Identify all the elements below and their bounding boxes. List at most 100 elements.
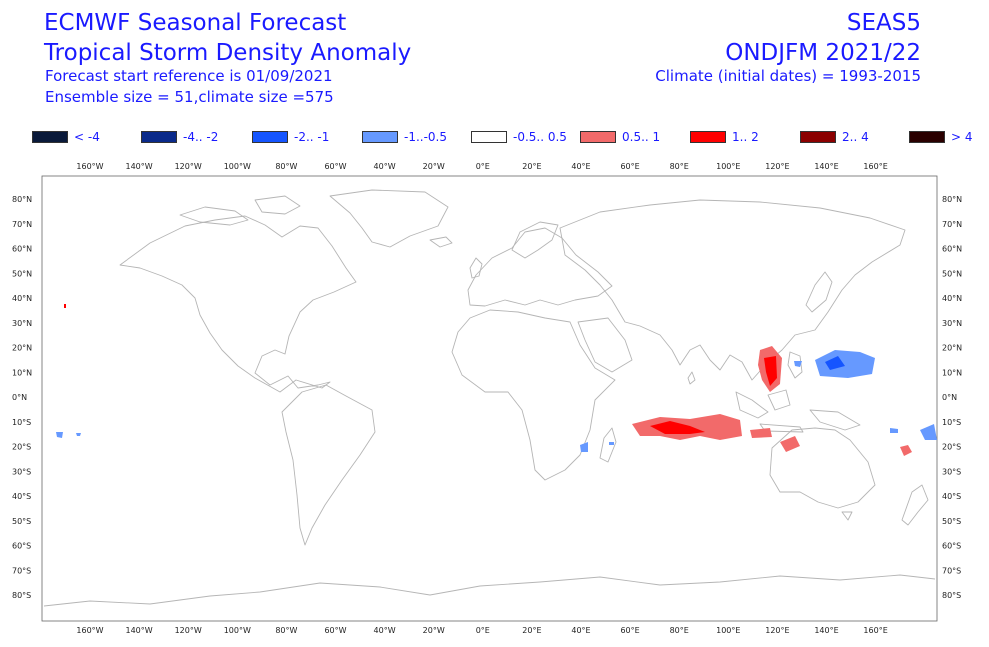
latitude-tick-label: 0°N: [12, 393, 27, 402]
longitude-tick-label: 120°W: [175, 162, 202, 171]
legend-item: -2.. -1: [252, 129, 329, 145]
longitude-tick-label: 120°E: [765, 162, 789, 171]
longitude-tick-label: 100°W: [224, 162, 251, 171]
anomaly-strong-south-china-sea: [764, 356, 777, 386]
latitude-tick-label: 30°N: [942, 319, 962, 328]
legend-item: > 4: [909, 129, 973, 145]
longitude-tick-label: 60°E: [620, 626, 639, 635]
latitude-tick-label: 40°N: [12, 294, 32, 303]
antarctica-coastline: [43, 574, 936, 607]
anomaly-strong-indian-ocean: [650, 421, 705, 434]
legend-label: -2.. -1: [294, 130, 330, 144]
greenland-coastline: [329, 189, 449, 248]
legend-label: -0.5.. 0.5: [513, 130, 567, 144]
color-legend: < -4 -4.. -2 -2.. -1 -1..-0.5 -0.5.. 0.5…: [0, 129, 989, 147]
longitude-tick-label: 60°W: [324, 162, 346, 171]
legend-item: -0.5.. 0.5: [471, 129, 567, 145]
latitude-tick-label: 20°S: [12, 443, 31, 452]
anomaly-negative-west-pacific: [815, 350, 875, 378]
legend-swatch: [32, 131, 68, 143]
longitude-tick-label: 20°W: [423, 626, 445, 635]
longitude-tick-label: 80°W: [275, 162, 297, 171]
latitude-tick-label: 20°N: [12, 344, 32, 353]
longitude-tick-label: 40°W: [374, 626, 396, 635]
latitude-tick-label: 10°S: [942, 418, 961, 427]
anomaly-negative-madagascar: [609, 442, 614, 445]
arctic-islands: [179, 206, 249, 226]
anomaly-positive-vanuatu: [900, 445, 912, 456]
scandinavia-coastline: [511, 221, 559, 259]
longitude-tick-label: 40°E: [571, 162, 590, 171]
longitude-tick-label: 160°W: [76, 626, 103, 635]
anomaly-negative-south-pacific-west: [76, 433, 81, 436]
longitude-tick-label: 140°E: [814, 626, 838, 635]
uk-coastline: [469, 257, 483, 279]
anomaly-strong-negative-west-pacific: [825, 356, 845, 370]
latitude-tick-label: 10°N: [942, 368, 962, 377]
longitude-tick-label: 80°E: [670, 162, 689, 171]
legend-swatch: [362, 131, 398, 143]
longitude-tick-label: 0°E: [476, 626, 490, 635]
indonesia-coastline: [767, 389, 791, 411]
longitude-tick-label: 120°W: [175, 626, 202, 635]
legend-item: 2.. 4: [800, 129, 869, 145]
anomaly-negative-philippine-sea: [794, 361, 802, 367]
longitude-tick-label: 160°E: [863, 626, 887, 635]
title-line-1: ECMWF Seasonal Forecast: [44, 10, 347, 36]
legend-label: 1.. 2: [732, 130, 759, 144]
legend-item: < -4: [32, 129, 100, 145]
europe-coastline: [467, 227, 613, 307]
legend-item: 0.5.. 1: [580, 129, 660, 145]
longitude-tick-label: 160°E: [863, 162, 887, 171]
longitude-tick-label: 40°W: [374, 162, 396, 171]
legend-item: 1.. 2: [690, 129, 759, 145]
season-label: ONDJFM 2021/22: [725, 40, 921, 66]
latitude-tick-label: 50°S: [12, 517, 31, 526]
anomaly-negative-fiji: [890, 428, 898, 433]
longitude-tick-label: 100°E: [716, 626, 740, 635]
africa-coastline: [451, 309, 616, 481]
latitude-tick-label: 80°N: [942, 195, 962, 204]
longitude-tick-label: 20°W: [423, 162, 445, 171]
latitude-tick-label: 60°N: [942, 245, 962, 254]
philippines-coastline: [787, 351, 803, 379]
legend-label: -4.. -2: [183, 130, 219, 144]
north-america-coastline: [119, 215, 357, 393]
legend-label: < -4: [74, 130, 100, 144]
latitude-tick-label: 50°N: [12, 269, 32, 278]
ensemble-size: Ensemble size = 51,climate size =575: [45, 88, 334, 106]
anomaly-negative-mozambique-channel: [580, 442, 588, 452]
longitude-tick-label: 60°E: [620, 162, 639, 171]
latitude-labels-left: 80°N 70°N 60°N 50°N 40°N 30°N 20°N 10°N 0°N 10°S 2…: [12, 195, 32, 600]
longitude-labels-bottom: 160°W 140°W 120°W 100°W 80°W 60°W 40°W 20°W 0°E 2…: [76, 626, 887, 635]
title-line-2: Tropical Storm Density Anomaly: [44, 40, 412, 66]
longitude-tick-label: 20°E: [522, 162, 541, 171]
new-zealand-coastline: [901, 484, 929, 526]
latitude-tick-label: 10°N: [12, 368, 32, 377]
latitude-tick-label: 80°S: [942, 591, 961, 600]
longitude-tick-label: 120°E: [765, 626, 789, 635]
latitude-labels-right: 80°N 70°N 60°N 50°N 40°N 30°N 20°N 10°N 0°N 10°S 2…: [942, 195, 962, 600]
japan-coastline: [805, 271, 833, 313]
legend-swatch: [141, 131, 177, 143]
latitude-tick-label: 70°S: [942, 566, 961, 575]
latitude-tick-label: 50°S: [942, 517, 961, 526]
legend-label: 2.. 4: [842, 130, 869, 144]
legend-label: 0.5.. 1: [622, 130, 661, 144]
anomaly-negative-south-pacific-west: [56, 432, 63, 438]
sri-lanka-coastline: [687, 371, 696, 385]
tasmania-coastline: [841, 511, 853, 521]
south-america-coastline: [281, 384, 376, 546]
anomaly-negative-south-pacific-east: [920, 424, 937, 440]
indonesia-coastline: [735, 391, 769, 419]
new-guinea-coastline: [809, 409, 861, 431]
latitude-tick-label: 30°N: [12, 319, 32, 328]
legend-swatch: [690, 131, 726, 143]
indonesia-coastline: [759, 423, 804, 433]
anomaly-fields: [56, 304, 937, 456]
latitude-tick-label: 20°S: [942, 443, 961, 452]
legend-label: > 4: [951, 130, 973, 144]
longitude-tick-label: 140°W: [126, 626, 153, 635]
latitude-tick-label: 60°S: [942, 542, 961, 551]
